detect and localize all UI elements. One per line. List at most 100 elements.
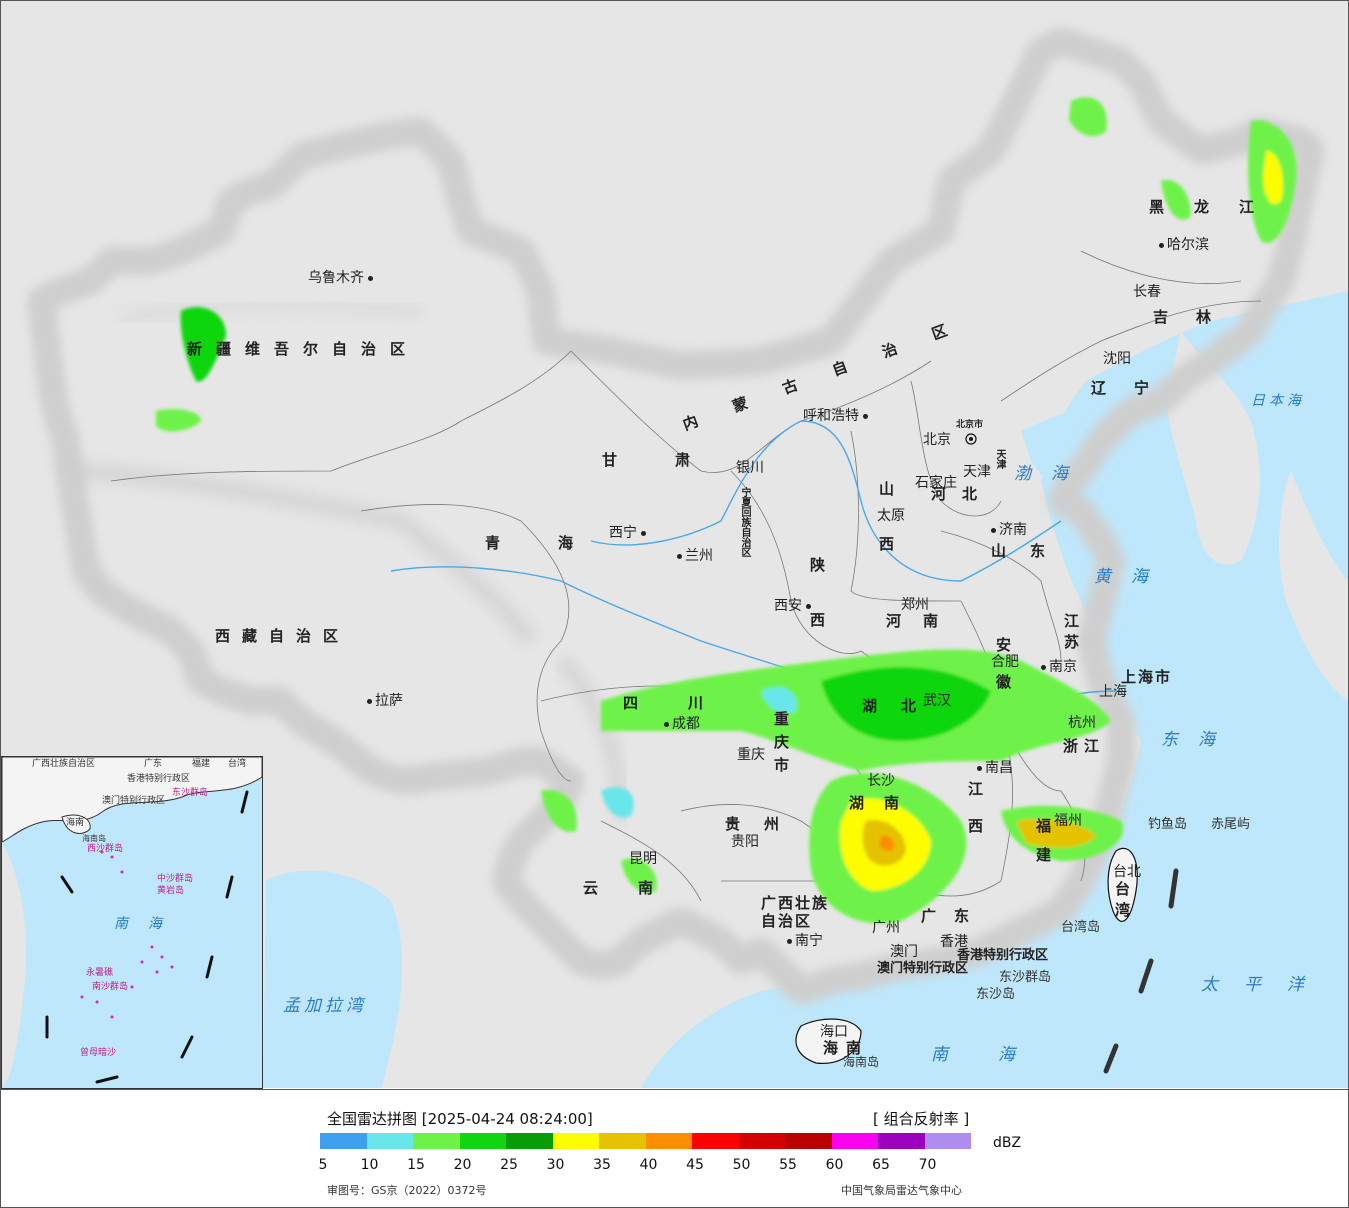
city-label: 福州: [1054, 813, 1082, 829]
province-label: 云南: [583, 879, 694, 897]
province-label: 江苏: [1062, 613, 1080, 655]
maritime-boundary: [1103, 868, 1179, 1074]
province-label: 吉林: [1153, 308, 1240, 326]
beijing-marker-dot: [969, 437, 973, 441]
city-label: 呼和浩特: [803, 409, 871, 423]
province-label: 辽宁: [1091, 379, 1178, 397]
city-label: 哈尔滨: [1159, 238, 1209, 252]
province-label: 福建: [1034, 818, 1052, 876]
scale-tick-label: 10: [360, 1157, 379, 1173]
province-label: 四川: [623, 694, 754, 712]
taiwan-island: [1107, 847, 1138, 922]
province-label: 江西: [966, 781, 984, 855]
color-swatch: [459, 1133, 506, 1149]
inset-label: 南沙群岛: [92, 982, 129, 992]
japan: [1279, 471, 1348, 701]
city-label: 长沙: [867, 773, 895, 789]
province-label: 湖北: [862, 697, 941, 715]
city-label: 北京: [923, 432, 951, 448]
korea-peninsula: [1166, 331, 1260, 565]
province-label: 宁夏回族自治区: [739, 487, 750, 557]
legend-title: 全国雷达拼图 [2025-04-24 08:24:00]: [327, 1110, 593, 1128]
inset-label: 广东: [144, 759, 163, 769]
inset-label: 东沙群岛: [172, 788, 209, 798]
city-label: 澳门: [890, 944, 918, 960]
color-swatch: [924, 1133, 971, 1149]
province-label: 黑龙江: [1149, 198, 1285, 216]
city-label: 太原: [877, 508, 905, 524]
south-china-sea-inset: 广西壮族自治区 广东 福建 台湾 香港特别行政区 澳门特别行政区 海南 海南岛 …: [1, 756, 263, 1089]
radar-echoes: [156, 97, 1297, 924]
province-label: 贵州: [725, 815, 804, 833]
city-label: 西安: [774, 599, 814, 613]
inset-label: 中沙群岛: [157, 874, 194, 884]
island-label: 海南岛: [843, 1055, 880, 1069]
province-label: 重庆市: [772, 711, 790, 780]
city-label: 南京: [1041, 660, 1077, 674]
province-label: 香港特别行政区: [957, 948, 1049, 963]
city-label: 济南: [991, 523, 1027, 537]
province-label: 上海市: [1121, 668, 1173, 686]
city-label: 广州: [872, 920, 900, 936]
city-label: 南昌: [977, 761, 1013, 775]
color-swatch: [738, 1133, 785, 1149]
color-swatch: [599, 1133, 646, 1149]
island-label: 东沙群岛: [999, 970, 1052, 985]
province-label: 安徽: [994, 637, 1012, 711]
color-swatch: [413, 1133, 460, 1149]
scale-tick-label: 5: [318, 1157, 328, 1173]
city-label: 合肥: [991, 654, 1019, 670]
color-swatch: [552, 1133, 599, 1149]
sea-label: 日本海: [1251, 393, 1305, 409]
city-label: 乌鲁木齐: [308, 271, 376, 285]
sea-label: 东海: [1161, 730, 1235, 750]
sea-label: 南海: [931, 1045, 1065, 1065]
scale-tick-label: 45: [686, 1157, 704, 1173]
scale-tick-label: 30: [546, 1157, 565, 1173]
city-label: 西宁: [609, 526, 649, 540]
inset-label: 黄岩岛: [157, 886, 185, 896]
city-label: 石家庄: [915, 475, 957, 491]
city-label: 郑州: [901, 597, 929, 613]
color-scale-bar: [320, 1133, 971, 1149]
province-label: 河南: [886, 612, 961, 630]
inset-sea-label: 南海: [114, 916, 182, 932]
province-label: 北京市: [956, 420, 984, 430]
sea-label: 黄海: [1094, 567, 1168, 587]
scale-tick-label: 35: [593, 1157, 611, 1173]
province-label: 西藏自治区: [215, 627, 351, 645]
bay-of-bengal: [263, 870, 402, 1088]
city-label: 兰州: [677, 549, 713, 563]
sea-label: 太平洋: [1201, 975, 1330, 995]
province-label: 广东: [921, 907, 988, 925]
city-label: 重庆: [737, 747, 765, 763]
city-label: 长春: [1133, 284, 1161, 300]
inset-label: 香港特别行政区: [127, 774, 191, 784]
scale-tick-label: 40: [639, 1157, 658, 1173]
legend-unit: dBZ: [993, 1135, 1022, 1151]
scale-tick-label: 60: [825, 1157, 844, 1173]
scale-tick-label: 55: [779, 1157, 797, 1173]
province-label: 湖南: [849, 794, 920, 812]
city-label: 贵阳: [731, 834, 759, 850]
city-label: 香港: [940, 934, 968, 950]
inset-label: 澳门特别行政区: [102, 796, 166, 806]
color-swatch: [831, 1133, 878, 1149]
scale-tick-label: 50: [732, 1157, 751, 1173]
color-swatch: [366, 1133, 413, 1149]
province-label: 澳门特别行政区: [877, 961, 969, 976]
sea-label: 渤海: [1014, 464, 1088, 484]
color-swatch: [878, 1133, 925, 1149]
province-label: 陕西: [808, 557, 826, 667]
inset-label: 海南岛: [82, 834, 106, 843]
city-label: 武汉: [923, 693, 951, 709]
city-label: 拉萨: [367, 694, 403, 708]
province-label: 浙江: [1063, 737, 1106, 755]
province-label: 河北: [931, 485, 994, 503]
inset-label: 台湾: [228, 759, 247, 769]
city-label: 昆明: [629, 851, 657, 867]
province-label: 山东: [991, 542, 1070, 560]
inset-label: 永暑礁: [86, 968, 114, 978]
province-label: 台湾: [1113, 881, 1131, 923]
